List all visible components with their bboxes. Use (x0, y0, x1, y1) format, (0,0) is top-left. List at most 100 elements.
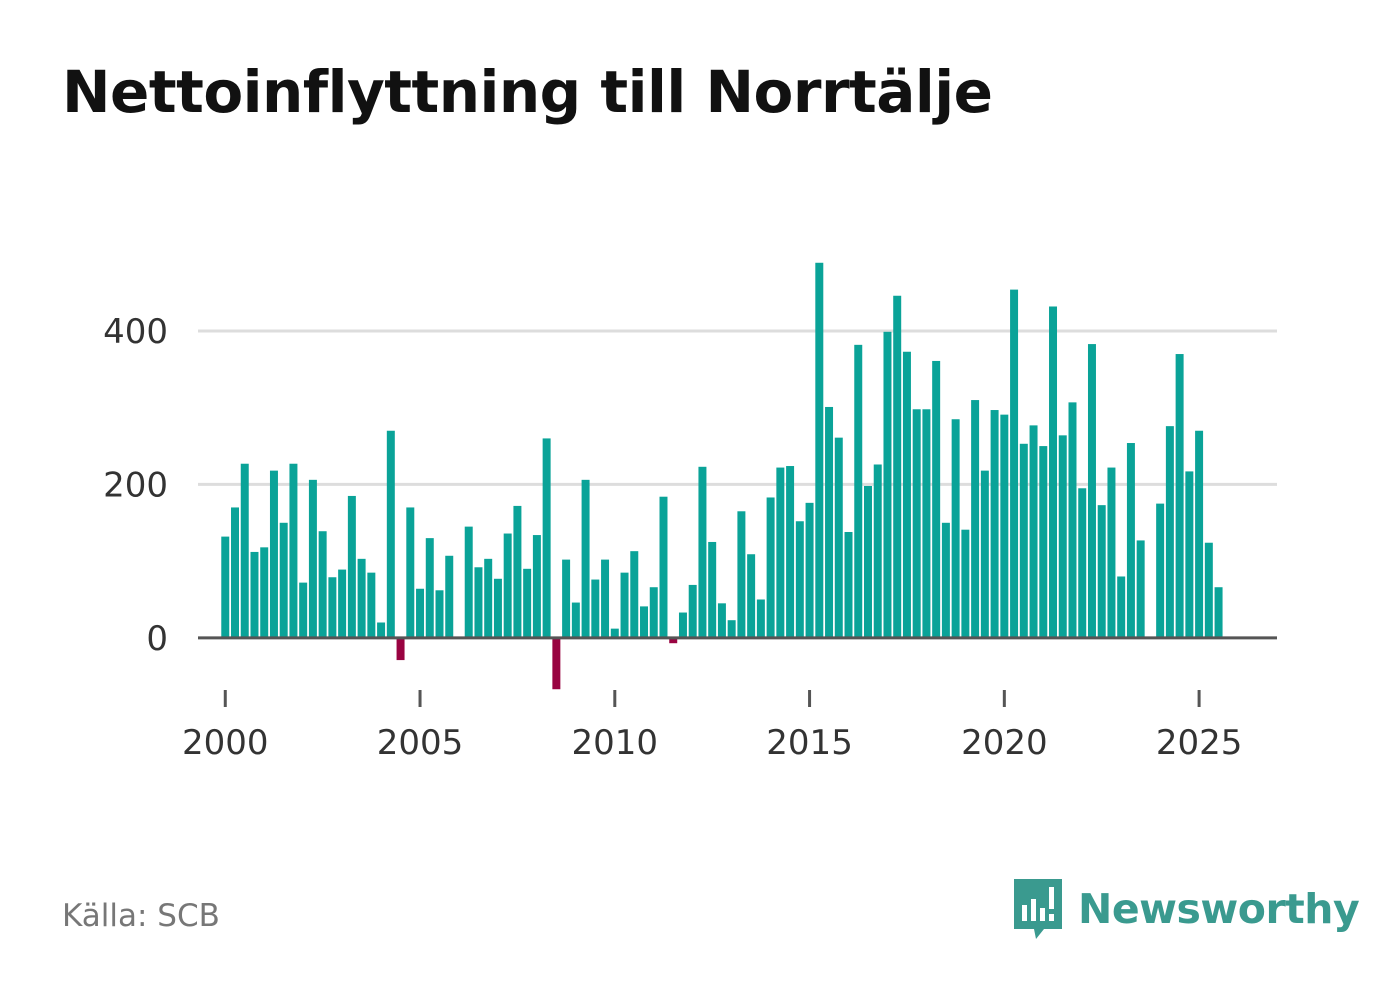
bar-83 (1029, 425, 1038, 638)
bar-21 (425, 538, 434, 638)
bar-36 (571, 602, 580, 638)
bar-68 (883, 331, 892, 638)
bar-97 (1165, 426, 1174, 638)
bar-80 (1000, 414, 1009, 638)
bar-81 (1010, 289, 1019, 638)
bar-32 (532, 535, 541, 638)
brand-logo[interactable]: Newsworthy (1010, 876, 1360, 942)
bar-78 (980, 470, 989, 638)
newsworthy-logo-icon (1014, 879, 1062, 939)
bar-77 (971, 400, 980, 638)
bar-64 (844, 531, 853, 638)
x-tick-label-2020: 2020 (961, 723, 1048, 763)
bar-44 (649, 587, 658, 638)
bar-60 (805, 502, 814, 638)
bar-34 (552, 637, 561, 690)
bar-67 (873, 464, 882, 638)
bar-61 (815, 262, 824, 638)
bar-40 (610, 628, 619, 638)
x-tick-labels: 2000 2005 2010 2015 2020 2025 (182, 723, 1242, 763)
x-tick-label-2015: 2015 (766, 723, 853, 763)
bar-38 (591, 579, 600, 638)
bar-17 (386, 430, 395, 638)
gridlines (198, 329, 1277, 486)
bar-8 (299, 582, 308, 638)
bar-43 (640, 606, 649, 638)
bar-92 (1117, 576, 1126, 638)
bar-70 (902, 351, 911, 638)
bar-28 (493, 578, 502, 638)
bar-5 (269, 470, 278, 638)
bar-75 (951, 419, 960, 638)
bar-10 (318, 531, 327, 638)
bar-19 (406, 507, 415, 638)
bar-54 (747, 554, 756, 638)
bar-27 (484, 558, 493, 638)
bar-47 (678, 612, 687, 638)
bar-3 (250, 551, 259, 638)
bar-71 (912, 409, 921, 638)
bar-84 (1039, 446, 1048, 638)
bar-73 (932, 360, 941, 638)
bar-45 (659, 496, 668, 638)
bar-91 (1107, 467, 1116, 638)
bar-59 (795, 521, 804, 638)
bar-22 (435, 590, 444, 638)
bar-85 (1049, 306, 1058, 638)
bar-31 (523, 568, 532, 638)
bar-13 (347, 495, 356, 638)
source-note: Källa: SCB (62, 898, 220, 934)
bar-41 (620, 572, 629, 638)
bar-12 (338, 569, 347, 638)
bar-65 (854, 344, 863, 638)
brand-name: Newsworthy (1078, 885, 1360, 933)
bar-100 (1195, 430, 1204, 638)
chart-title: Nettoinflyttning till Norrtälje (62, 58, 993, 126)
bar-58 (786, 466, 795, 638)
bar-42 (630, 551, 639, 638)
bar-14 (357, 558, 366, 638)
bar-23 (445, 555, 454, 638)
bar-98 (1175, 354, 1184, 638)
bar-35 (562, 559, 571, 638)
bar-93 (1126, 443, 1135, 638)
bar-66 (864, 485, 872, 638)
bar-76 (961, 529, 970, 638)
bar-9 (308, 479, 317, 638)
bar-29 (503, 533, 512, 638)
bar-88 (1078, 488, 1087, 638)
bar-37 (581, 479, 590, 638)
bar-25 (464, 526, 473, 638)
bar-89 (1087, 344, 1096, 638)
bar-96 (1156, 503, 1165, 638)
bar-55 (756, 599, 765, 638)
bar-50 (708, 541, 717, 638)
bar-49 (698, 466, 707, 638)
y-tick-label-200: 200 (103, 465, 168, 505)
bar-1 (231, 507, 239, 638)
y-tick-labels: 0 200 400 (103, 312, 168, 659)
bar-33 (542, 438, 551, 638)
bar-0 (221, 536, 230, 638)
x-tick-label-2025: 2025 (1156, 723, 1243, 763)
bar-52 (727, 620, 736, 638)
bar-101 (1204, 542, 1213, 638)
bar-90 (1097, 505, 1106, 638)
bar-53 (737, 511, 746, 638)
bar-30 (513, 505, 522, 638)
bar-94 (1136, 540, 1145, 638)
bar-48 (688, 584, 697, 638)
y-tick-label-400: 400 (103, 312, 168, 352)
bar-99 (1185, 471, 1194, 638)
bar-69 (893, 295, 902, 638)
bar-39 (601, 559, 610, 638)
x-tick-label-2005: 2005 (377, 723, 464, 763)
bar-4 (260, 547, 269, 638)
bar-16 (377, 622, 386, 638)
bar-72 (922, 409, 931, 638)
bar-102 (1214, 587, 1223, 638)
bar-87 (1068, 402, 1077, 638)
bar-82 (1019, 443, 1028, 638)
bar-2 (240, 463, 249, 638)
